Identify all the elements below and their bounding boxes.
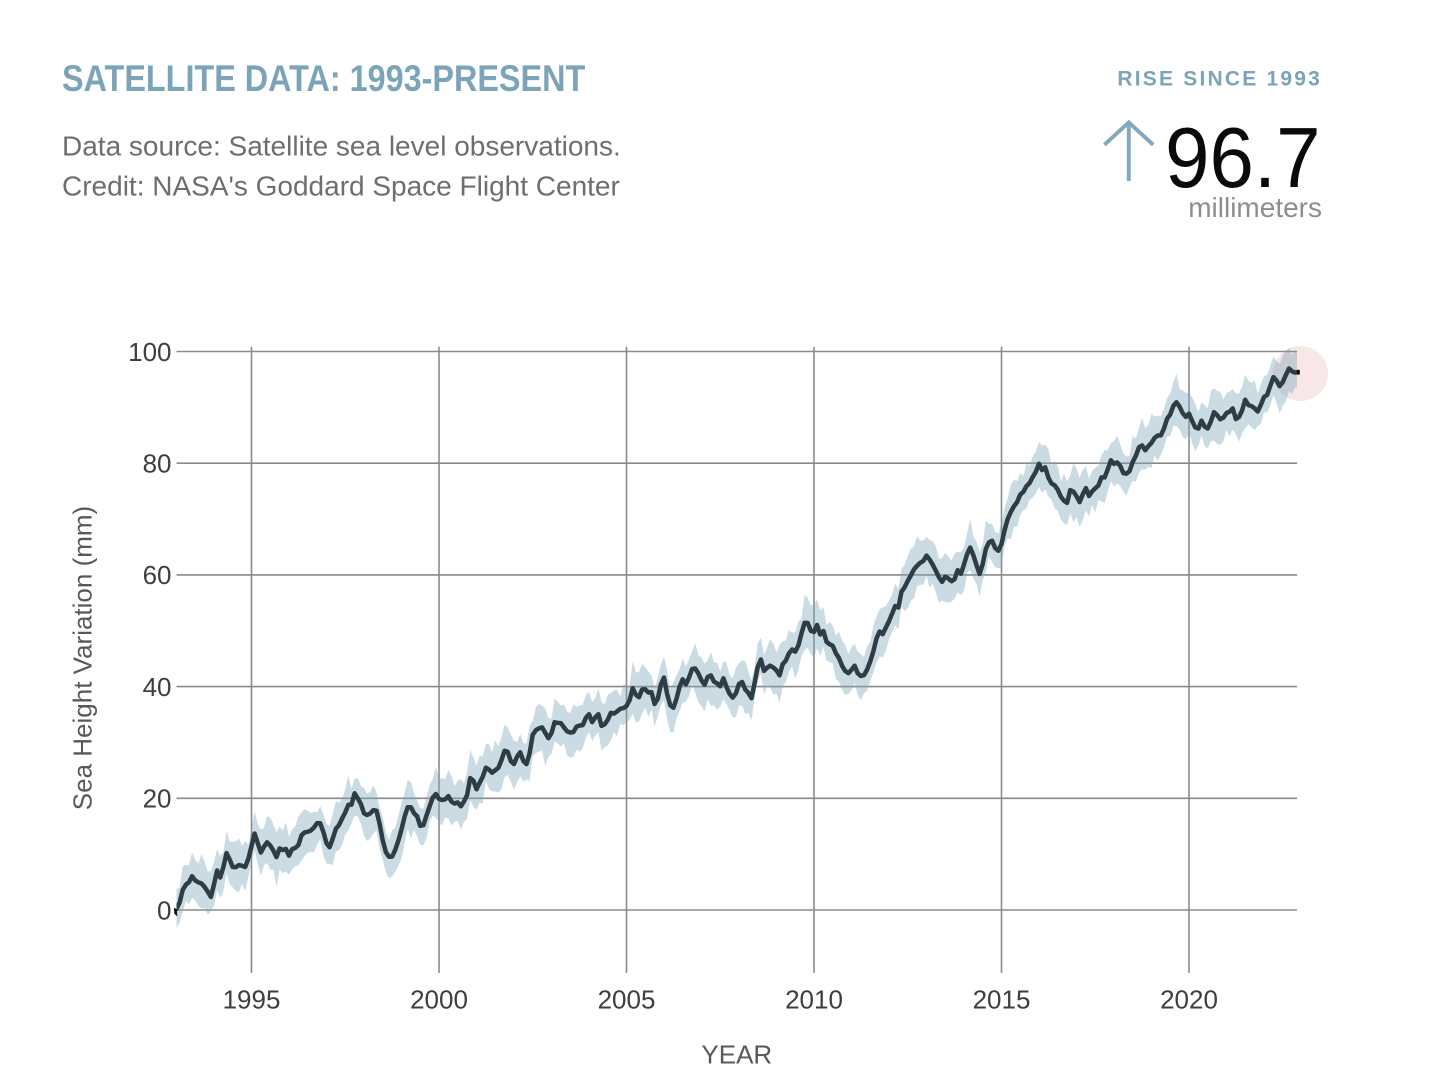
svg-text:100: 100	[128, 337, 171, 367]
svg-text:2010: 2010	[785, 984, 843, 1014]
svg-text:2020: 2020	[1160, 984, 1218, 1014]
svg-text:20: 20	[143, 784, 172, 814]
svg-text:SATELLITE DATA: 1993-PRESENT: SATELLITE DATA: 1993-PRESENT	[62, 59, 585, 99]
svg-text:millimeters: millimeters	[1188, 192, 1322, 223]
svg-text:1995: 1995	[223, 984, 281, 1014]
svg-text:60: 60	[143, 560, 172, 590]
svg-text:40: 40	[143, 672, 172, 702]
svg-text:2000: 2000	[410, 984, 468, 1014]
svg-text:Sea Height Variation (mm): Sea Height Variation (mm)	[68, 506, 98, 810]
svg-text:96.7: 96.7	[1165, 111, 1320, 206]
svg-text:RISE SINCE 1993: RISE SINCE 1993	[1117, 67, 1322, 90]
svg-text:YEAR: YEAR	[701, 1040, 772, 1070]
svg-text:Credit: NASA's Goddard Space F: Credit: NASA's Goddard Space Flight Cent…	[62, 171, 620, 202]
svg-text:0: 0	[157, 895, 171, 925]
svg-text:2005: 2005	[598, 984, 656, 1014]
svg-text:Data source: Satellite sea lev: Data source: Satellite sea level observa…	[62, 131, 621, 162]
svg-text:2015: 2015	[973, 984, 1031, 1014]
svg-text:80: 80	[143, 449, 172, 479]
